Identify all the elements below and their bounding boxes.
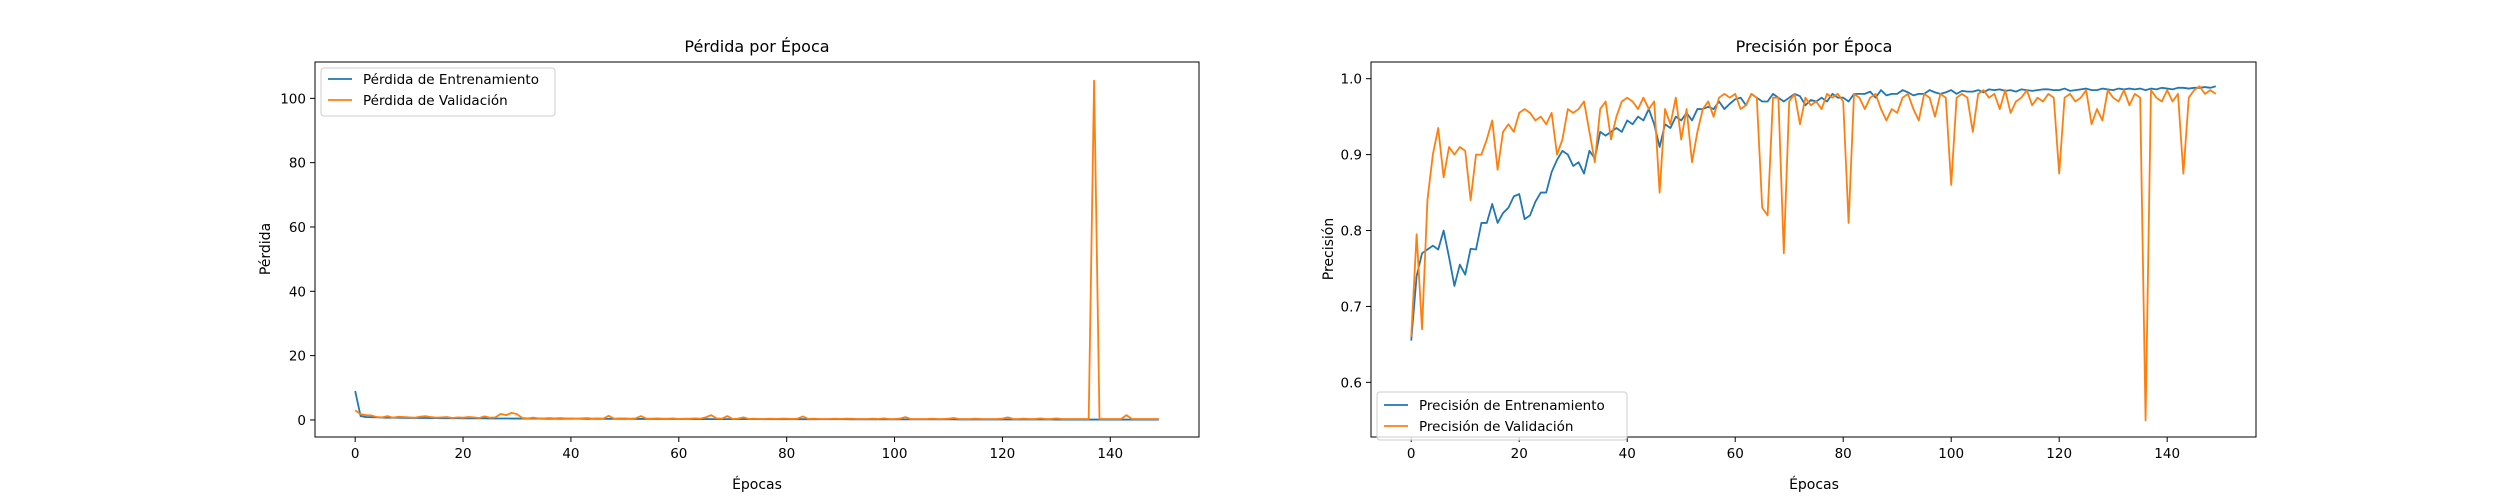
accuracy-series-line-val bbox=[1410, 85, 2217, 422]
accuracy-x-tick-label: 80 bbox=[1835, 446, 1852, 462]
accuracy-x-tick-label: 0 bbox=[1407, 446, 1416, 462]
accuracy-y-axis-label: Precisión bbox=[1321, 218, 1337, 280]
accuracy-legend-label-train: Precisión de Entrenamiento bbox=[1419, 398, 1605, 414]
accuracy-x-tick-label: 40 bbox=[1619, 446, 1636, 462]
loss-legend-label-val: Pérdida de Validación bbox=[363, 93, 508, 109]
accuracy-y-tick-label: 0.7 bbox=[1341, 299, 1362, 315]
loss-x-tick-label: 100 bbox=[882, 446, 908, 462]
accuracy-series-line-train bbox=[1410, 85, 2217, 341]
accuracy-series bbox=[1410, 85, 2217, 422]
accuracy-chart-title: Precisión por Época bbox=[1736, 37, 1893, 56]
loss-x-tick-label: 60 bbox=[670, 446, 687, 462]
accuracy-x-tick-label: 20 bbox=[1511, 446, 1528, 462]
loss-x-tick-label: 20 bbox=[454, 446, 471, 462]
loss-legend: Pérdida de Entrenamiento Pérdida de Vali… bbox=[320, 67, 556, 117]
loss-y-tick-label: 100 bbox=[280, 91, 306, 107]
loss-series-line-val bbox=[354, 79, 1159, 420]
loss-chart-title: Pérdida por Época bbox=[684, 37, 829, 56]
loss-y-tick-label: 60 bbox=[289, 220, 306, 236]
loss-chart: Pérdida por Época 0 20 40 60 80 100 120 140 0 20 4… bbox=[258, 37, 1200, 493]
loss-x-tick-label: 120 bbox=[990, 446, 1016, 462]
accuracy-x-tick-label: 60 bbox=[1727, 446, 1744, 462]
accuracy-plot-area bbox=[1370, 61, 2257, 438]
loss-plot-area bbox=[314, 61, 1200, 438]
loss-y-tick-label: 20 bbox=[289, 349, 306, 365]
accuracy-chart: Precisión por Época 0 20 40 60 80 100 120 140 0.… bbox=[1321, 37, 2257, 493]
loss-x-tick-label: 80 bbox=[778, 446, 795, 462]
loss-series bbox=[354, 79, 1159, 421]
accuracy-x-tick-label: 120 bbox=[2046, 446, 2072, 462]
accuracy-legend-label-val: Precisión de Validación bbox=[1419, 419, 1574, 435]
loss-y-tick-label: 0 bbox=[297, 413, 306, 429]
accuracy-x-tick-label: 100 bbox=[1938, 446, 1964, 462]
loss-ticks: 0 20 40 60 80 100 120 140 0 20 40 60 80 100 bbox=[280, 91, 1123, 462]
accuracy-y-tick-label: 1.0 bbox=[1341, 72, 1362, 88]
accuracy-ticks: 0 20 40 60 80 100 120 140 0.6 0.7 0.8 0.9 1.0 bbox=[1341, 72, 2181, 462]
loss-y-tick-label: 40 bbox=[289, 284, 306, 300]
accuracy-y-tick-label: 0.6 bbox=[1341, 375, 1362, 391]
accuracy-legend: Precisión de Entrenamiento Precisión de … bbox=[1376, 391, 1628, 441]
loss-x-tick-label: 0 bbox=[351, 446, 360, 462]
loss-y-tick-label: 80 bbox=[289, 156, 306, 172]
accuracy-y-tick-label: 0.8 bbox=[1341, 224, 1362, 240]
accuracy-x-tick-label: 140 bbox=[2154, 446, 2180, 462]
loss-y-axis-label: Pérdida bbox=[258, 223, 274, 275]
accuracy-x-axis-label: Épocas bbox=[1789, 476, 1839, 493]
loss-x-axis-label: Épocas bbox=[732, 476, 782, 493]
loss-legend-label-train: Pérdida de Entrenamiento bbox=[363, 72, 539, 88]
accuracy-y-tick-label: 0.9 bbox=[1341, 148, 1362, 164]
loss-legend-box bbox=[320, 67, 556, 117]
loss-x-tick-label: 140 bbox=[1097, 446, 1123, 462]
accuracy-legend-box bbox=[1376, 391, 1628, 441]
loss-x-tick-label: 40 bbox=[562, 446, 579, 462]
